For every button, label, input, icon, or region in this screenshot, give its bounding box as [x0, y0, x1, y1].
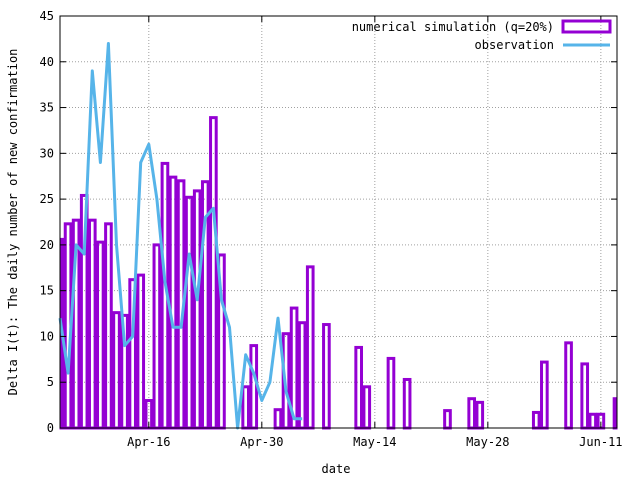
x-tick-label: Apr-16 — [127, 435, 170, 449]
simulation-bar — [443, 409, 452, 430]
x-tick-label: Apr-30 — [240, 435, 283, 449]
y-tick-label: 0 — [47, 421, 54, 435]
x-tick-label: May-28 — [466, 435, 509, 449]
legend-label-simulation: numerical simulation (q=20%) — [352, 20, 554, 34]
simulation-bar — [467, 397, 477, 430]
simulation-bar — [104, 222, 113, 430]
simulation-bar — [305, 265, 315, 430]
y-tick-label: 25 — [40, 192, 54, 206]
observation-line — [58, 42, 303, 430]
simulation-bar — [531, 410, 541, 430]
y-tick-label: 20 — [40, 238, 54, 252]
simulation-bar — [580, 362, 590, 430]
x-tick-label: Jun-11 — [579, 435, 622, 449]
simulation-bar — [564, 341, 573, 430]
y-tick-label: 30 — [40, 146, 54, 160]
simulation-bar — [209, 116, 218, 430]
y-axis-label: Delta I(t): The daily number of new conf… — [6, 49, 20, 396]
x-axis-label: date — [322, 462, 351, 476]
legend: numerical simulation (q=20%) observation — [352, 19, 612, 52]
simulation-bar — [386, 356, 396, 430]
simulation-bar — [540, 360, 549, 430]
plot-border — [59, 15, 618, 429]
y-tick-label: 5 — [47, 375, 54, 389]
simulation-bar — [241, 385, 250, 430]
simulation-bar — [402, 377, 412, 430]
simulation-bar — [112, 311, 121, 430]
simulation-bar — [612, 397, 618, 430]
simulation-bar — [362, 385, 372, 430]
simulation-bar — [168, 175, 178, 430]
simulation-bar — [354, 345, 364, 430]
simulation-bar — [96, 240, 105, 430]
simulation-bar — [184, 195, 194, 430]
simulation-bar — [273, 408, 283, 430]
axes — [59, 15, 618, 429]
observation-line-group — [58, 42, 303, 430]
y-tick-label: 45 — [40, 9, 54, 23]
legend-swatch-simulation — [561, 19, 612, 34]
legend-label-observation: observation — [475, 38, 554, 52]
y-tick-label: 35 — [40, 101, 54, 115]
simulation-bar — [322, 323, 331, 430]
simulation-bar — [136, 273, 146, 430]
simulation-bar — [475, 400, 485, 430]
simulation-bar — [588, 412, 598, 430]
y-tick-label: 15 — [40, 284, 54, 298]
tick-labels: 0 5 10 15 20 25 30 35 40 45 Apr-16 Apr-30 May-14 May-… — [40, 9, 623, 449]
simulation-bar — [192, 189, 202, 430]
simulation-bars — [59, 116, 618, 430]
simulation-bar — [87, 218, 97, 430]
x-tick-label: May-14 — [353, 435, 396, 449]
y-tick-label: 10 — [40, 329, 54, 343]
y-tick-label: 40 — [40, 55, 54, 69]
simulation-bar — [249, 344, 259, 430]
simulation-bar — [297, 321, 307, 430]
